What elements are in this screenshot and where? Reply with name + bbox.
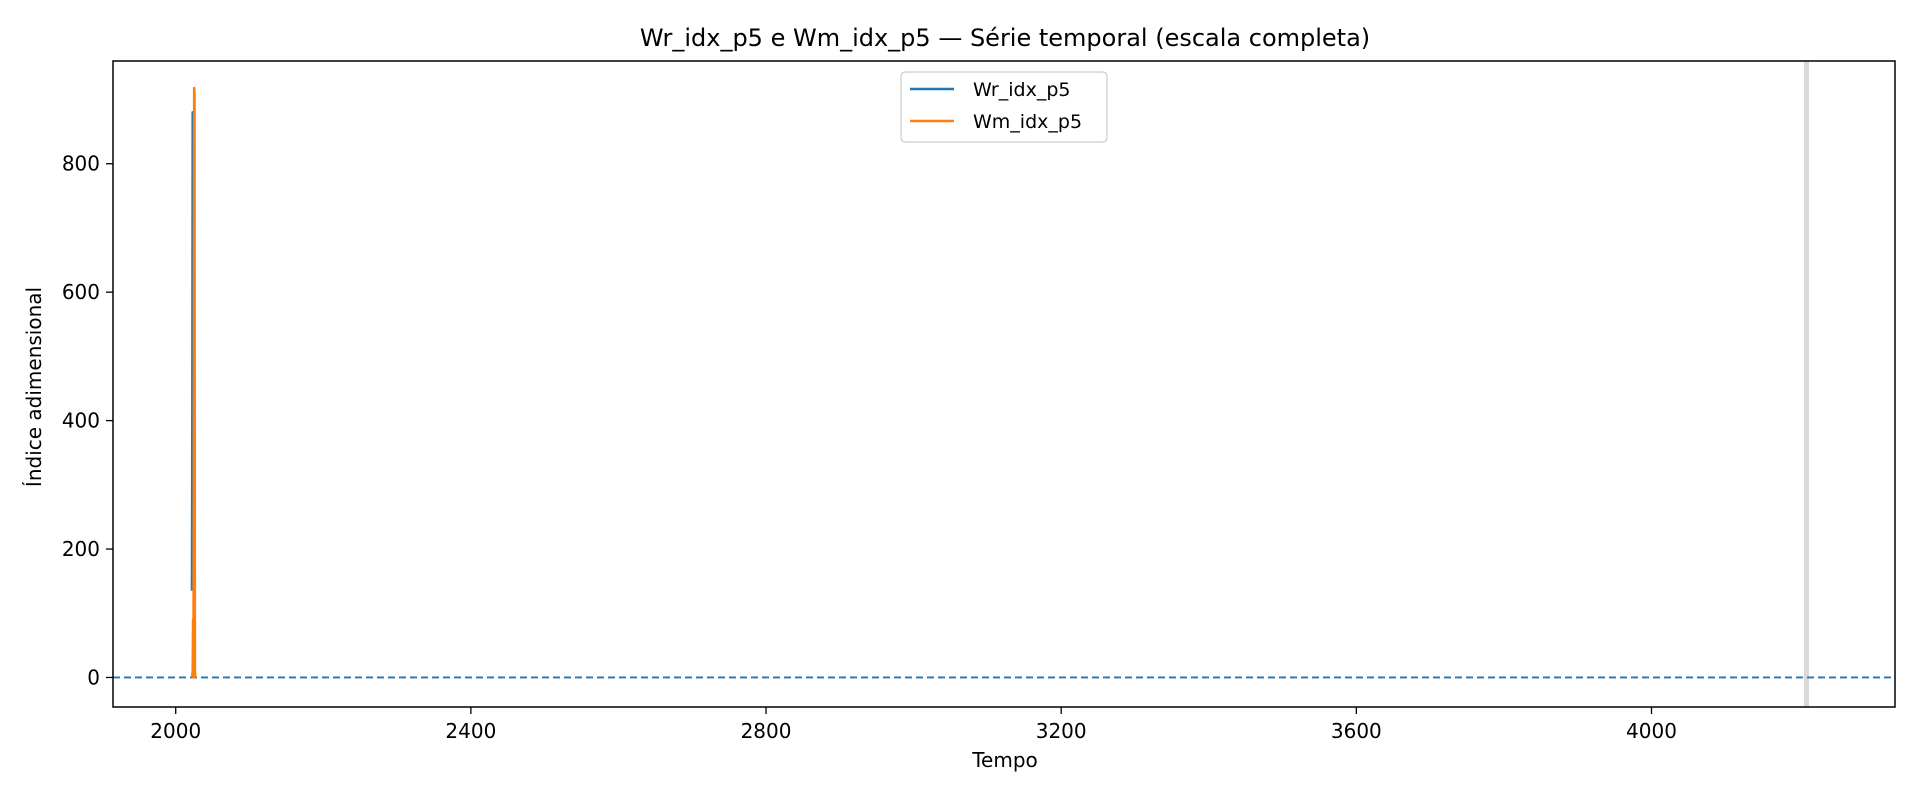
y-tick-label: 400 bbox=[62, 409, 100, 433]
x-tick-label: 3200 bbox=[1036, 719, 1087, 743]
x-axis-label: Tempo bbox=[971, 748, 1038, 772]
legend: Wr_idx_p5 Wm_idx_p5 bbox=[900, 71, 1108, 143]
y-axis: 0 200 400 600 800 bbox=[62, 152, 113, 689]
y-axis-label: Índice adimensional bbox=[22, 287, 46, 487]
x-tick-label: 2400 bbox=[445, 719, 496, 743]
chart-title: Wr_idx_p5 e Wm_idx_p5 — Série temporal (… bbox=[640, 24, 1370, 52]
y-tick-label: 600 bbox=[62, 280, 100, 304]
legend-label-wr: Wr_idx_p5 bbox=[973, 79, 1070, 101]
x-tick-label: 3600 bbox=[1331, 719, 1382, 743]
plot-frame bbox=[112, 60, 1896, 708]
x-tick-label: 2000 bbox=[150, 719, 201, 743]
y-tick-label: 800 bbox=[62, 152, 100, 176]
plot-area bbox=[113, 61, 1895, 707]
legend-label-wm: Wm_idx_p5 bbox=[973, 111, 1082, 133]
x-tick-label: 4000 bbox=[1626, 719, 1677, 743]
y-tick-label: 200 bbox=[62, 537, 100, 561]
y-tick-label: 0 bbox=[87, 665, 100, 689]
x-tick-label: 2800 bbox=[741, 719, 792, 743]
x-axis: 2000 2400 2800 3200 3600 4000 bbox=[150, 707, 1677, 743]
series-line-wm-idx-p5 bbox=[190, 86, 197, 679]
